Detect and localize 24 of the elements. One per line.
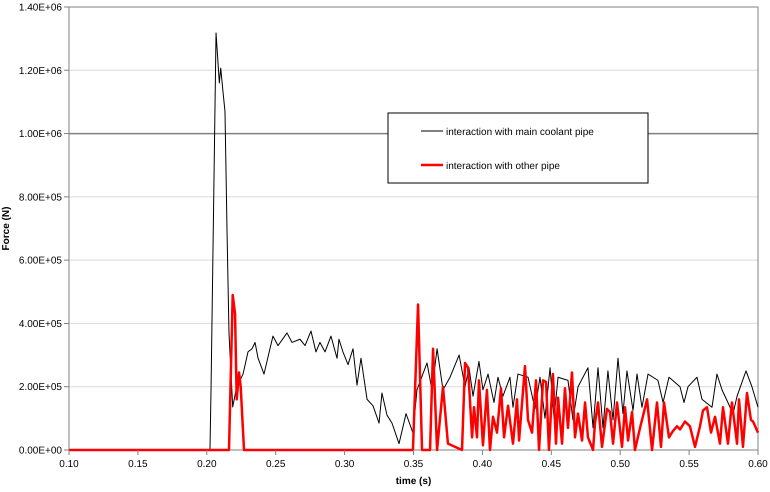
y-tick-label: 1.20E+06 xyxy=(18,66,62,77)
y-axis-title: Force (N) xyxy=(1,206,12,250)
y-tick-label: 2.00E+05 xyxy=(18,382,62,394)
x-tick-label: 0.35 xyxy=(404,459,424,470)
y-tick-label: 8.00E+05 xyxy=(18,192,62,204)
x-tick-label: 0.55 xyxy=(679,459,700,470)
x-axis-title: time (s) xyxy=(396,476,432,487)
x-tick-label: 0.50 xyxy=(610,459,630,470)
y-tick-label: 6.00E+05 xyxy=(18,256,62,267)
y-tick-label: 1.40E+06 xyxy=(18,2,62,14)
x-tick-label: 0.30 xyxy=(334,459,355,470)
legend-label: interaction with other pipe xyxy=(446,161,560,172)
x-tick-label: 0.25 xyxy=(266,459,286,470)
legend-label: interaction with main coolant pipe xyxy=(446,127,594,138)
x-tick-label: 0.45 xyxy=(542,459,562,470)
x-tick-label: 0.20 xyxy=(197,459,217,470)
y-tick-label: 1.00E+06 xyxy=(18,129,62,140)
y-tick-label: 0.00E+00 xyxy=(18,446,62,456)
x-tick-label: 0.40 xyxy=(472,459,493,470)
y-tick-label: 4.00E+05 xyxy=(18,318,62,330)
x-tick-label: 0.60 xyxy=(748,459,768,470)
x-tick-label: 0.15 xyxy=(128,459,148,470)
line-series xyxy=(68,294,760,452)
x-tick-label: 0.10 xyxy=(59,459,80,470)
